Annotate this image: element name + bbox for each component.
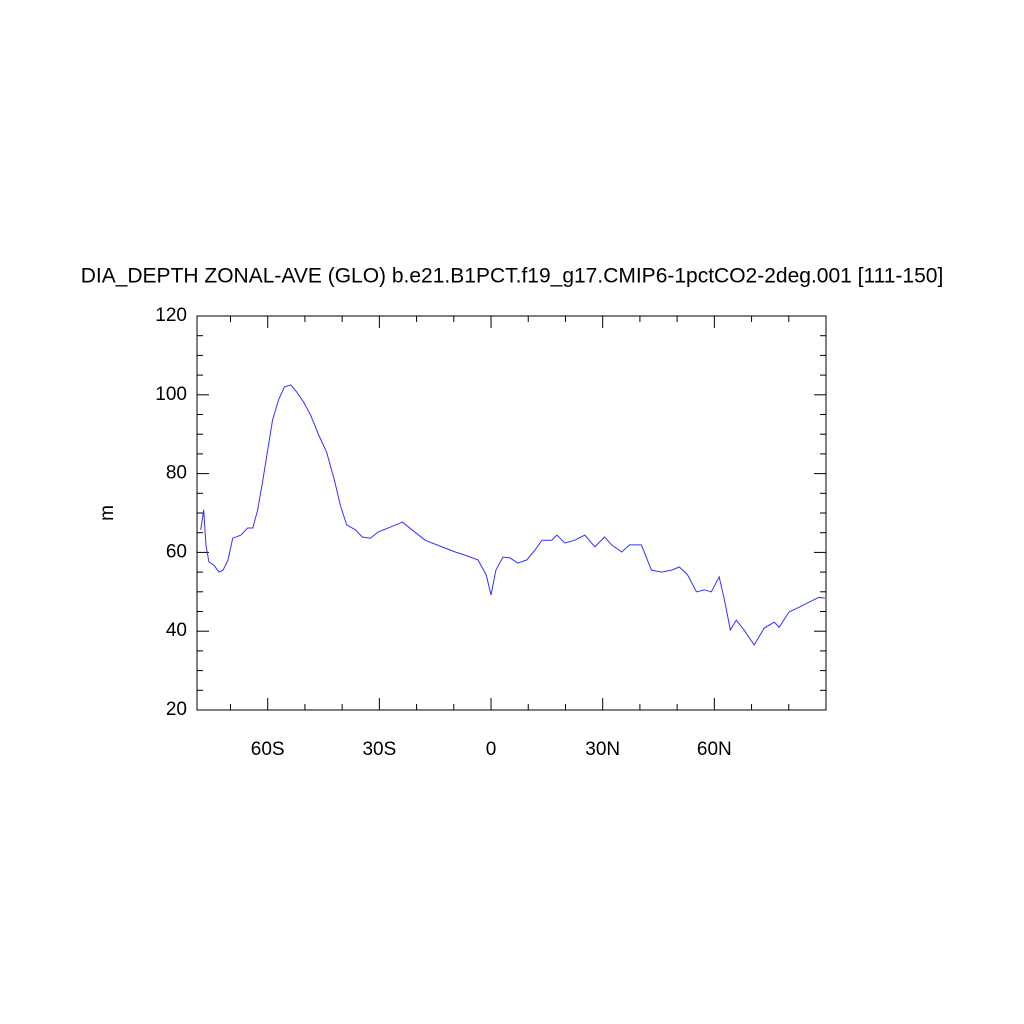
x-tick-label: 0 (486, 739, 497, 760)
x-tick-label: 60N (697, 739, 732, 760)
x-tick-label: 60S (251, 739, 285, 760)
data-line (200, 384, 825, 646)
y-tick-label: 40 (166, 620, 187, 641)
y-tick-label: 80 (166, 463, 187, 484)
y-tick-label: 100 (155, 384, 187, 405)
y-tick-label: 60 (166, 541, 187, 562)
y-tick-label: 20 (166, 699, 187, 720)
y-tick-label: 120 (155, 305, 187, 326)
chart-title: DIA_DEPTH ZONAL-AVE (GLO) b.e21.B1PCT.f1… (81, 265, 944, 288)
x-tick-label: 30N (585, 739, 620, 760)
y-axis-label: m (97, 505, 118, 521)
x-tick-label: 30S (362, 739, 396, 760)
